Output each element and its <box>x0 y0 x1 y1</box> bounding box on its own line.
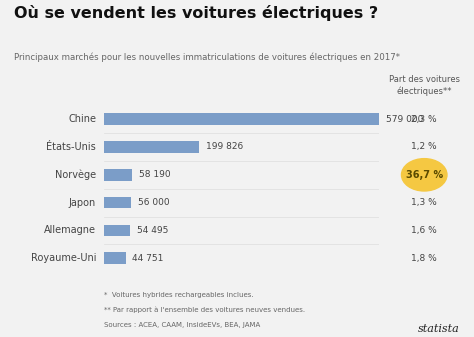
Text: ** Par rapport à l'ensemble des voitures neuves vendues.: ** Par rapport à l'ensemble des voitures… <box>104 307 305 313</box>
Bar <box>104 113 379 125</box>
Bar <box>104 252 126 264</box>
Bar <box>104 141 199 153</box>
Text: 1,8 %: 1,8 % <box>411 254 437 263</box>
Text: 1,2 %: 1,2 % <box>411 143 437 152</box>
Text: 44 751: 44 751 <box>132 254 164 263</box>
Text: 199 826: 199 826 <box>206 143 243 152</box>
Text: 1,6 %: 1,6 % <box>411 226 437 235</box>
Text: Norvège: Norvège <box>55 170 96 180</box>
Text: Où se vendent les voitures électriques ?: Où se vendent les voitures électriques ? <box>14 5 378 21</box>
Text: *  Voitures hybrides rechargeables inclues.: * Voitures hybrides rechargeables inclue… <box>104 292 254 298</box>
Text: Principaux marchés pour les nouvelles immatriculations de voitures électriques e: Principaux marchés pour les nouvelles im… <box>14 52 400 62</box>
Text: 36,7 %: 36,7 % <box>406 170 443 180</box>
Text: 1,3 %: 1,3 % <box>411 198 437 207</box>
Text: Sources : ACEA, CAAM, InsideEVs, BEA, JAMA: Sources : ACEA, CAAM, InsideEVs, BEA, JA… <box>104 322 261 328</box>
Text: Chine: Chine <box>68 114 96 124</box>
Text: 579 000: 579 000 <box>386 115 423 124</box>
Text: statista: statista <box>418 324 460 334</box>
Text: Allemagne: Allemagne <box>44 225 96 236</box>
Bar <box>104 224 130 236</box>
Text: États-Unis: États-Unis <box>46 142 96 152</box>
Text: Japon: Japon <box>69 197 96 208</box>
Text: 58 190: 58 190 <box>139 170 171 179</box>
Text: Part des voitures
électriques**: Part des voitures électriques** <box>389 75 460 96</box>
Text: 54 495: 54 495 <box>137 226 168 235</box>
Bar <box>104 169 132 181</box>
Bar <box>104 197 131 209</box>
Text: Royaume-Uni: Royaume-Uni <box>30 253 96 263</box>
Text: 56 000: 56 000 <box>138 198 169 207</box>
Text: 2,3 %: 2,3 % <box>411 115 437 124</box>
